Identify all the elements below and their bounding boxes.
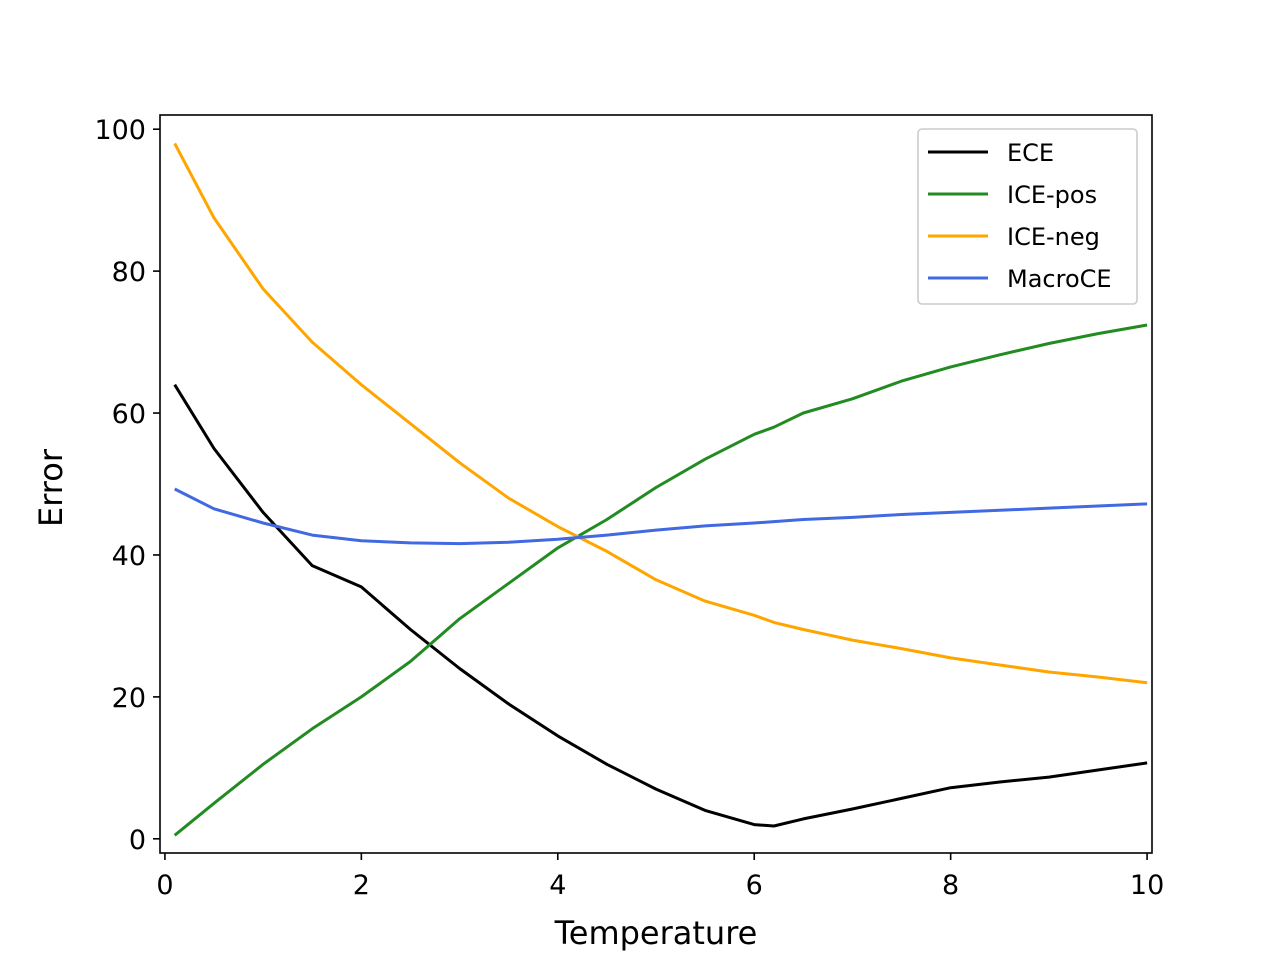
x-axis-label: Temperature	[554, 914, 758, 952]
x-tick-label: 8	[942, 870, 959, 901]
y-tick-label: 0	[129, 825, 146, 856]
series-line-ice-pos	[173, 323, 1148, 837]
x-tick-label: 6	[746, 870, 763, 901]
x-tick-label: 2	[353, 870, 370, 901]
series-line-macroce	[174, 487, 1148, 546]
series-line-ice-neg	[173, 142, 1148, 685]
x-tick-label: 4	[549, 870, 566, 901]
legend-label-ice-neg: ICE-neg	[1007, 223, 1100, 251]
legend-label-ice-pos: ICE-pos	[1007, 181, 1097, 209]
y-tick-label: 100	[94, 115, 146, 146]
x-tick-label: 10	[1130, 870, 1164, 901]
legend-label-macroce: MacroCE	[1007, 265, 1112, 293]
legend-box	[917, 128, 1138, 305]
y-tick-label: 40	[112, 541, 146, 572]
x-tick-label: 0	[156, 870, 173, 901]
series-line-ece	[173, 383, 1148, 828]
y-tick-label: 20	[112, 683, 146, 714]
y-tick-label: 60	[112, 399, 146, 430]
legend: ECE ICE-pos ICE-neg MacroCE	[917, 128, 1138, 305]
y-axis-label: Error	[32, 448, 70, 527]
plot-frame	[159, 114, 1153, 854]
y-tick-label: 80	[112, 257, 146, 288]
series-lines	[173, 142, 1148, 837]
legend-label-ece: ECE	[1007, 139, 1054, 167]
